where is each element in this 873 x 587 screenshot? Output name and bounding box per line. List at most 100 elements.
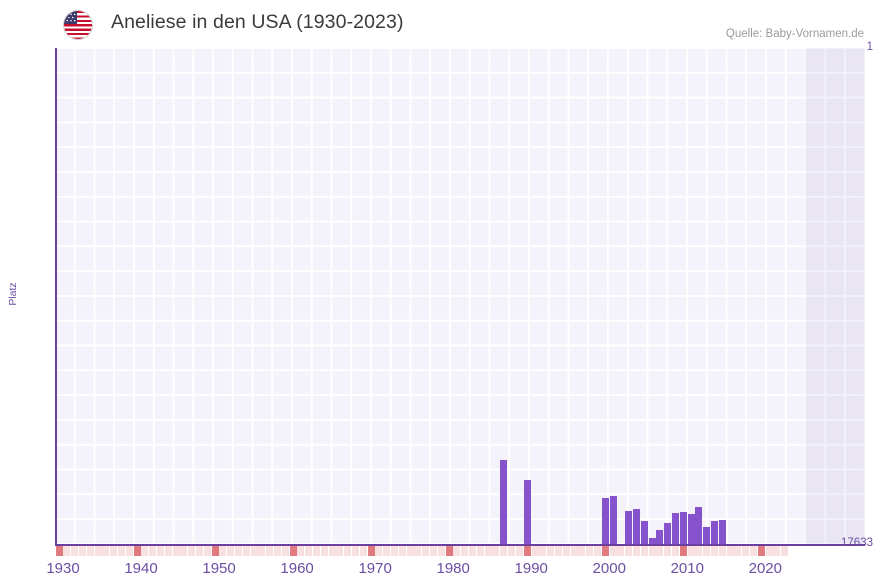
x-tick-minor-1959 [281, 546, 289, 556]
x-tick-minor-1932 [71, 546, 79, 556]
x-tick-major-1990 [523, 546, 531, 556]
x-tick-minor-1957 [266, 546, 274, 556]
x-tick-major-2020 [757, 546, 765, 556]
plot-gridlines [55, 48, 865, 545]
x-tick-minor-1962 [305, 546, 313, 556]
x-tick-major-2010 [679, 546, 687, 556]
bar-2013[interactable] [703, 527, 711, 545]
flag-canton [64, 11, 78, 25]
x-tick-minor-1947 [188, 546, 196, 556]
x-tick-minor-2004 [632, 546, 640, 556]
bar-2003[interactable] [625, 511, 633, 545]
x-tick-minor-1943 [156, 546, 164, 556]
x-tick-minor-1938 [117, 546, 125, 556]
x-tick-minor-2006 [648, 546, 656, 556]
chart-source-label: Quelle: Baby-Vornamen.de [725, 28, 864, 40]
x-tick-minor-1954 [242, 546, 250, 556]
x-axis-label-2000: 2000 [592, 560, 626, 577]
x-tick-major-1980 [445, 546, 453, 556]
chart-title: Aneliese in den USA (1930-2023) [111, 11, 404, 33]
x-tick-minor-1988 [508, 546, 516, 556]
bar-2000[interactable] [601, 498, 609, 545]
x-tick-minor-1944 [164, 546, 172, 556]
x-tick-minor-2016 [726, 546, 734, 556]
bar-2007[interactable] [656, 530, 664, 545]
x-tick-minor-1948 [195, 546, 203, 556]
x-tick-major-1930 [55, 546, 63, 556]
x-tick-minor-1991 [531, 546, 539, 556]
x-tick-minor-1951 [219, 546, 227, 556]
x-tick-minor-1974 [398, 546, 406, 556]
x-tick-minor-2012 [695, 546, 703, 556]
x-tick-minor-1993 [547, 546, 555, 556]
x-tick-minor-1937 [110, 546, 118, 556]
x-tick-minor-2007 [656, 546, 664, 556]
x-tick-minor-1958 [273, 546, 281, 556]
x-axis-label-1930: 1930 [46, 560, 80, 577]
bar-2009[interactable] [671, 513, 679, 545]
us-flag-icon [63, 10, 93, 40]
x-tick-minor-2017 [734, 546, 742, 556]
x-tick-minor-2003 [625, 546, 633, 556]
chart-header: Aneliese in den USA (1930-2023) Quelle: … [0, 0, 873, 48]
x-tick-minor-1965 [328, 546, 336, 556]
x-tick-minor-1984 [476, 546, 484, 556]
x-tick-minor-2005 [640, 546, 648, 556]
x-tick-minor-1985 [484, 546, 492, 556]
bars-layer [55, 48, 865, 545]
x-tick-minor-2011 [687, 546, 695, 556]
x-tick-minor-1935 [94, 546, 102, 556]
x-tick-minor-1942 [149, 546, 157, 556]
bar-2015[interactable] [718, 520, 726, 545]
bar-2008[interactable] [664, 523, 672, 545]
bar-2004[interactable] [632, 509, 640, 545]
x-axis-label-1980: 1980 [436, 560, 470, 577]
x-tick-minor-2023 [781, 546, 789, 556]
y-axis-tick-bottom: 17633 [841, 537, 873, 549]
x-tick-minor-1971 [375, 546, 383, 556]
bar-2005[interactable] [640, 521, 648, 545]
x-tick-minor-1986 [492, 546, 500, 556]
x-tick-minor-2001 [609, 546, 617, 556]
x-tick-minor-1972 [383, 546, 391, 556]
bar-2006[interactable] [648, 538, 656, 545]
x-tick-minor-1946 [180, 546, 188, 556]
x-tick-minor-1936 [102, 546, 110, 556]
bar-2012[interactable] [695, 507, 703, 545]
bar-1990[interactable] [523, 480, 531, 545]
forecast-shaded-region [804, 48, 865, 545]
y-axis-title: Platz [7, 282, 19, 306]
x-tick-minor-2021 [765, 546, 773, 556]
x-tick-minor-2013 [703, 546, 711, 556]
x-tick-minor-1952 [227, 546, 235, 556]
x-tick-minor-1979 [437, 546, 445, 556]
bar-1987[interactable] [500, 460, 508, 545]
x-tick-minor-2014 [710, 546, 718, 556]
x-tick-minor-1969 [359, 546, 367, 556]
x-tick-minor-1982 [461, 546, 469, 556]
x-tick-major-2000 [601, 546, 609, 556]
x-axis-label-2020: 2020 [748, 560, 782, 577]
x-axis-label-1940: 1940 [124, 560, 158, 577]
x-tick-minor-1977 [422, 546, 430, 556]
x-tick-minor-1983 [469, 546, 477, 556]
y-axis-tick-top: 1 [866, 41, 873, 53]
bar-2001[interactable] [609, 496, 617, 545]
bar-2010[interactable] [679, 512, 687, 545]
x-tick-minor-2022 [773, 546, 781, 556]
x-tick-minor-2002 [617, 546, 625, 556]
x-tick-minor-1934 [86, 546, 94, 556]
x-tick-minor-1967 [344, 546, 352, 556]
bar-2011[interactable] [687, 514, 695, 545]
x-tick-minor-1978 [430, 546, 438, 556]
x-axis-label-1960: 1960 [280, 560, 314, 577]
bar-2014[interactable] [710, 521, 718, 545]
x-tick-minor-1939 [125, 546, 133, 556]
x-tick-minor-1941 [141, 546, 149, 556]
x-tick-major-1960 [289, 546, 297, 556]
x-tick-major-1970 [367, 546, 375, 556]
x-tick-minor-1956 [258, 546, 266, 556]
x-tick-minor-2018 [742, 546, 750, 556]
x-tick-minor-1968 [352, 546, 360, 556]
